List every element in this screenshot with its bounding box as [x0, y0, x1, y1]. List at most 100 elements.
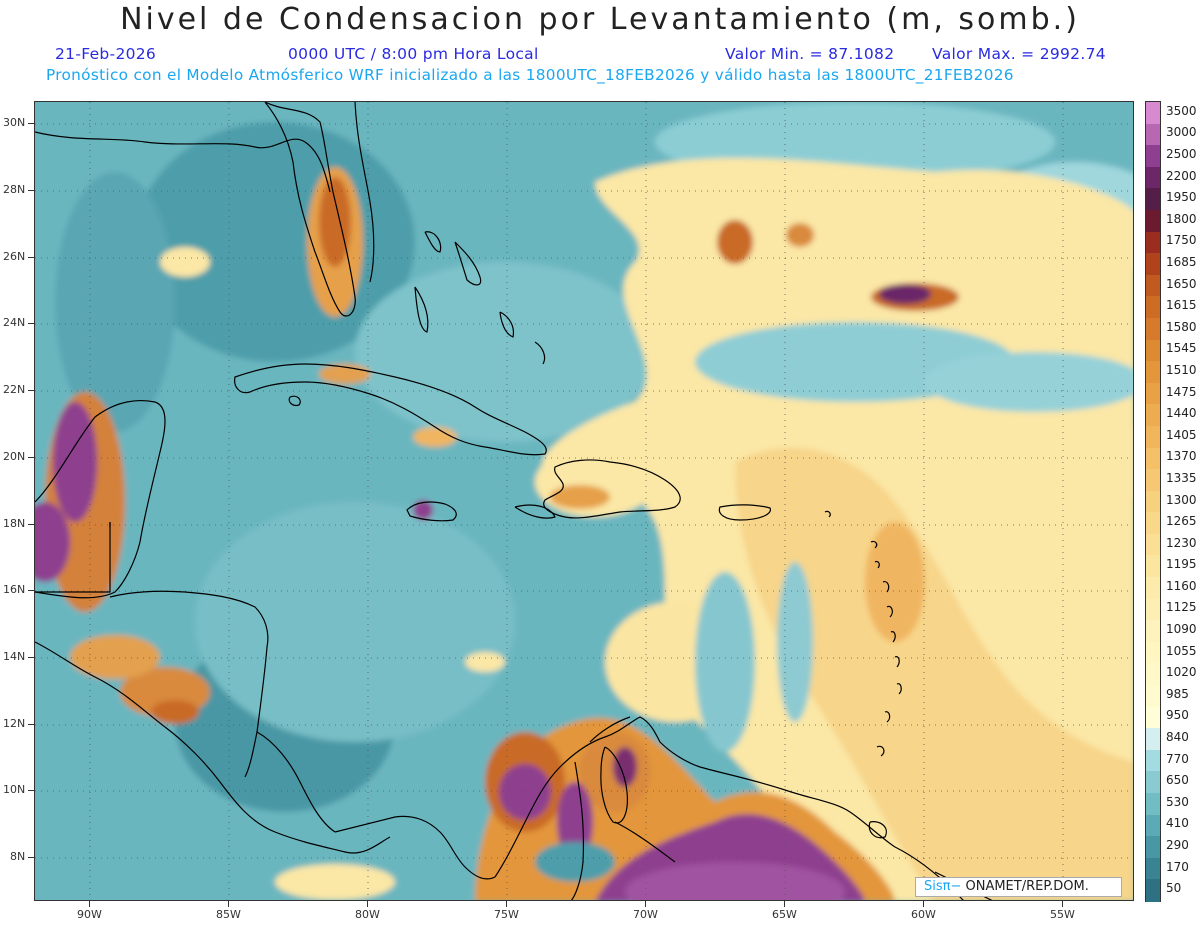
model-info: Pronóstico con el Modelo Atmósferico WRF… — [46, 66, 1014, 84]
colorbar — [1145, 101, 1161, 902]
colorbar-cell — [1146, 814, 1160, 837]
colorbar-cell — [1146, 663, 1160, 686]
lat-label-22n: 22N — [3, 383, 26, 396]
colorbar-label: 170 — [1166, 859, 1189, 874]
colorbar-label: 1265 — [1166, 514, 1197, 529]
colorbar-label: 950 — [1166, 708, 1189, 723]
max-value: Valor Max. = 2992.74 — [932, 45, 1106, 63]
colorbar-label: 1335 — [1166, 470, 1197, 485]
colorbar-label: 530 — [1166, 794, 1189, 809]
lon-label-90w: 90W — [77, 908, 102, 921]
lat-label-28n: 28N — [3, 183, 26, 196]
colorbar-cell — [1146, 447, 1160, 470]
lon-tick — [923, 901, 924, 907]
colorbar-cell — [1146, 641, 1160, 665]
colorbar-label: 1160 — [1166, 578, 1197, 593]
lcl-map — [34, 101, 1134, 901]
lat-label-26n: 26N — [3, 250, 26, 263]
lon-tick — [506, 901, 507, 907]
colorbar-cell — [1146, 404, 1160, 427]
colorbar-label: 1685 — [1166, 254, 1197, 269]
lat-tick — [28, 724, 34, 725]
colorbar-label: 1230 — [1166, 535, 1197, 550]
colorbar-label: 1650 — [1166, 276, 1197, 291]
colorbar-cell — [1146, 382, 1160, 405]
colorbar-cell — [1146, 879, 1160, 902]
colorbar-label: 1405 — [1166, 427, 1197, 442]
colorbar-cell — [1146, 512, 1160, 535]
colorbar-cell — [1146, 425, 1160, 449]
lon-label-60w: 60W — [911, 908, 936, 921]
credit-box: Sisπ− ONAMET/REP.DOM. — [915, 877, 1122, 897]
credit-text: ONAMET/REP.DOM. — [961, 879, 1089, 894]
lat-tick — [28, 190, 34, 191]
forecast-time: 0000 UTC / 8:00 pm Hora Local — [288, 45, 539, 63]
colorbar-label: 1950 — [1166, 190, 1197, 205]
lat-tick — [28, 257, 34, 258]
colorbar-label: 1195 — [1166, 557, 1197, 572]
colorbar-label: 1370 — [1166, 449, 1197, 464]
colorbar-label: 1055 — [1166, 643, 1197, 658]
lcl-shading — [35, 102, 1133, 900]
lat-label-18n: 18N — [3, 517, 26, 530]
lon-tick — [784, 901, 785, 907]
lat-tick — [28, 123, 34, 124]
colorbar-label: 50 — [1166, 881, 1182, 896]
colorbar-cell — [1146, 339, 1160, 362]
lon-label-75w: 75W — [494, 908, 519, 921]
colorbar-label: 1440 — [1166, 406, 1197, 421]
colorbar-label: 1125 — [1166, 600, 1197, 615]
colorbar-cell — [1146, 857, 1160, 880]
lat-label-8n: 8N — [10, 850, 26, 863]
lon-tick — [228, 901, 229, 907]
colorbar-cell — [1146, 728, 1160, 751]
colorbar-cell — [1146, 706, 1160, 729]
lat-label-20n: 20N — [3, 450, 26, 463]
lat-label-24n: 24N — [3, 316, 26, 329]
colorbar-cell — [1146, 209, 1160, 233]
colorbar-label: 1475 — [1166, 384, 1197, 399]
colorbar-cell — [1146, 253, 1160, 276]
lon-tick — [89, 901, 90, 907]
colorbar-label: 2200 — [1166, 168, 1197, 183]
colorbar-cell — [1146, 598, 1160, 621]
lon-label-55w: 55W — [1050, 908, 1075, 921]
colorbar-cell — [1146, 620, 1160, 643]
colorbar-label: 1615 — [1166, 298, 1197, 313]
lat-label-10n: 10N — [3, 783, 26, 796]
sispi-logo: Sisπ− — [924, 879, 962, 894]
lat-tick — [28, 857, 34, 858]
colorbar-cell — [1146, 102, 1160, 125]
colorbar-label: 1545 — [1166, 341, 1197, 356]
colorbar-cell — [1146, 533, 1160, 557]
colorbar-label: 3000 — [1166, 125, 1197, 140]
colorbar-label: 3500 — [1166, 103, 1197, 118]
coastlines — [35, 102, 993, 900]
colorbar-label: 650 — [1166, 773, 1189, 788]
min-value: Valor Min. = 87.1082 — [725, 45, 895, 63]
colorbar-cell — [1146, 166, 1160, 189]
colorbar-cell — [1146, 749, 1160, 773]
lat-label-16n: 16N — [3, 583, 26, 596]
lat-tick — [28, 657, 34, 658]
colorbar-label: 1090 — [1166, 622, 1197, 637]
lon-tick — [1062, 901, 1063, 907]
colorbar-label: 2500 — [1166, 146, 1197, 161]
lat-tick — [28, 524, 34, 525]
colorbar-cell — [1146, 685, 1160, 708]
colorbar-label: 1800 — [1166, 211, 1197, 226]
map-title: Nivel de Condensacion por Levantamiento … — [120, 2, 1080, 37]
lat-label-12n: 12N — [3, 717, 26, 730]
colorbar-label: 1510 — [1166, 362, 1197, 377]
colorbar-cell — [1146, 555, 1160, 578]
colorbar-cell — [1146, 296, 1160, 319]
colorbar-label: 985 — [1166, 686, 1189, 701]
lat-tick — [28, 323, 34, 324]
lat-tick — [28, 390, 34, 391]
colorbar-cell — [1146, 274, 1160, 297]
colorbar-label: 410 — [1166, 816, 1189, 831]
colorbar-cell — [1146, 836, 1160, 859]
lon-label-80w: 80W — [355, 908, 380, 921]
colorbar-cell — [1146, 317, 1160, 341]
colorbar-cell — [1146, 577, 1160, 600]
